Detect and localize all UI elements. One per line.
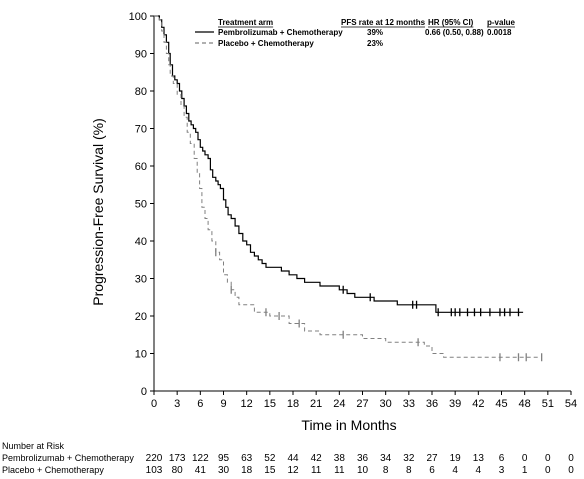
y-tick-label: 40 [135,236,147,248]
risk-count-pembrolizumab: 0 [545,453,551,464]
risk-count-placebo: 8 [383,465,389,476]
x-tick-label: 15 [264,398,276,410]
risk-count-pembrolizumab: 95 [218,453,230,464]
risk-count-pembrolizumab: 6 [499,453,505,464]
x-tick-label: 45 [495,398,507,410]
legend-header-p: p-value [487,18,516,27]
survival-curves [154,15,543,362]
risk-count-pembrolizumab: 63 [241,453,253,464]
x-tick-label: 42 [472,398,484,410]
x-tick-label: 9 [220,398,226,410]
legend-header-pfs: PFS rate at 12 months [341,18,426,27]
risk-count-placebo: 0 [545,465,551,476]
risk-count-placebo: 10 [357,465,369,476]
legend-row-name: Pembrolizumab + Chemotherapy [218,28,343,37]
y-tick-label: 100 [129,11,147,23]
curve-pembrolizumab [154,15,524,313]
risk-count-placebo: 11 [311,465,322,476]
legend-header-hr: HR (95% CI) [428,18,474,27]
x-tick-label: 36 [426,398,438,410]
risk-count-placebo: 11 [334,465,345,476]
risk-count-pembrolizumab: 173 [169,453,186,464]
risk-table-title: Number at Risk [2,441,65,451]
x-tick-label: 21 [310,398,322,410]
risk-count-placebo: 3 [499,465,505,476]
y-tick-label: 30 [135,274,147,286]
y-tick-label: 0 [141,386,147,398]
risk-count-placebo: 1 [522,465,528,476]
x-tick-label: 3 [174,398,180,410]
y-tick-label: 70 [135,124,147,136]
legend-header-arm: Treatment arm [218,18,273,27]
risk-count-pembrolizumab: 36 [357,453,369,464]
y-tick-label: 90 [135,49,147,61]
legend-row-pfs: 39% [367,28,383,37]
legend-row-pfs: 23% [367,39,383,48]
x-tick-label: 12 [241,398,253,410]
risk-count-placebo: 103 [146,465,163,476]
risk-count-pembrolizumab: 52 [264,453,276,464]
risk-table: Number at Risk Pembrolizumab + Chemother… [2,441,574,476]
risk-count-pembrolizumab: 0 [522,453,528,464]
x-tick-label: 48 [519,398,531,410]
x-tick-label: 24 [333,398,345,410]
x-tick-label: 54 [565,398,577,410]
x-tick-label: 18 [287,398,299,410]
x-tick-label: 6 [197,398,203,410]
risk-count-pembrolizumab: 19 [450,453,462,464]
x-tick-label: 0 [151,398,157,410]
y-tick-label: 10 [135,349,147,361]
risk-count-pembrolizumab: 44 [287,453,299,464]
risk-count-placebo: 12 [287,465,299,476]
risk-count-placebo: 4 [452,465,458,476]
x-tick-label: 33 [403,398,415,410]
risk-count-placebo: 8 [406,465,412,476]
risk-count-pembrolizumab: 32 [403,453,415,464]
y-axis-title: Progression-Free Survival (%) [90,118,106,306]
y-tick-label: 80 [135,86,147,98]
y-tick-label: 50 [135,199,147,211]
curve-placebo [154,15,541,358]
risk-count-pembrolizumab: 42 [311,453,323,464]
x-tick-label: 51 [542,398,554,410]
risk-count-pembrolizumab: 38 [334,453,346,464]
legend-row-name: Placebo + Chemotherapy [218,39,314,48]
x-axis-title: Time in Months [301,417,396,433]
risk-count-placebo: 41 [195,465,207,476]
risk-count-placebo: 0 [568,465,574,476]
risk-count-pembrolizumab: 0 [568,453,574,464]
legend-row-p: 0.0018 [487,28,512,37]
y-tick-label: 60 [135,161,147,173]
risk-count-placebo: 6 [429,465,435,476]
risk-count-placebo: 80 [172,465,184,476]
risk-count-placebo: 15 [264,465,276,476]
risk-count-pembrolizumab: 122 [192,453,209,464]
risk-count-pembrolizumab: 13 [473,453,485,464]
risk-count-placebo: 30 [218,465,230,476]
risk-count-pembrolizumab: 34 [380,453,392,464]
legend: Treatment arm PFS rate at 12 months HR (95… [195,18,516,48]
x-tick-label: 27 [356,398,368,410]
risk-row-label-placebo: Placebo + Chemotherapy [2,465,104,475]
risk-count-placebo: 4 [476,465,482,476]
risk-row-label-pembro: Pembrolizumab + Chemotherapy [2,453,134,463]
risk-count-pembrolizumab: 220 [146,453,163,464]
x-tick-label: 30 [380,398,392,410]
legend-row-hr: 0.66 (0.50, 0.88) [425,28,484,37]
risk-count-placebo: 18 [241,465,253,476]
risk-count-pembrolizumab: 27 [426,453,438,464]
x-tick-label: 39 [449,398,461,410]
y-tick-label: 20 [135,311,147,323]
